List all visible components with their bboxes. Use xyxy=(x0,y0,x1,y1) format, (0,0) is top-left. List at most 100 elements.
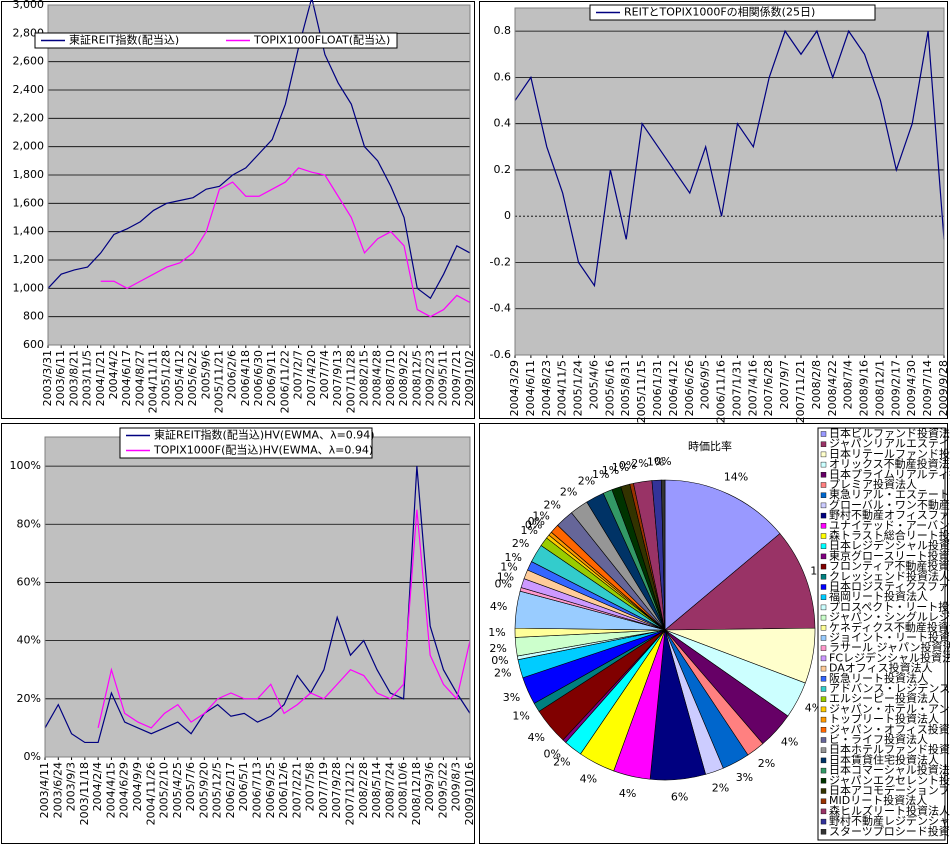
x-tick-label: 2009/2/17 xyxy=(889,360,902,416)
x-tick-label: 2006/11/22 xyxy=(278,350,291,413)
legend-swatch xyxy=(820,798,827,804)
x-tick-label: 2007/2/7 xyxy=(292,350,305,399)
y-tick-label: 3,000 xyxy=(13,0,45,11)
legend-label: 日本レジデンシャル投資法人 xyxy=(829,538,950,552)
x-tick-label: 2005/4/12 xyxy=(173,350,186,406)
x-tick-label: 2007/4/20 xyxy=(305,350,318,406)
x-tick-label: 2004/8/23 xyxy=(540,360,553,416)
legend-label: ジャパン・オフィス投資法人 xyxy=(829,722,950,736)
x-tick-label: 2007/2/21 xyxy=(290,762,303,818)
legend-label: ケネディクス不動産投資法人 xyxy=(829,620,950,634)
legend-label: 日本ロジスティクスファンド投資法人 xyxy=(829,579,950,593)
y-tick-label: 0 xyxy=(504,209,511,222)
slice-label: 4% xyxy=(528,731,545,744)
x-tick-label: 2009/8/3 xyxy=(450,762,463,811)
legend-swatch xyxy=(820,533,827,539)
x-tick-label: 2005/11/15 xyxy=(635,360,648,423)
legend-label: スターツプロシード投資法人 xyxy=(829,824,950,838)
y-tick-label: 0% xyxy=(24,750,41,763)
x-tick-label: 2009/3/6 xyxy=(423,762,436,811)
x-tick-label: 2006/9/11 xyxy=(265,350,278,406)
x-tick-label: 2008/5/14 xyxy=(370,762,383,818)
y-tick-label: 80% xyxy=(17,517,41,530)
legend-swatch xyxy=(820,818,827,825)
legend-label: 阪急リート投資法人 xyxy=(829,671,928,685)
x-tick-label: 2004/11/5 xyxy=(556,360,569,416)
legend-swatch xyxy=(820,635,827,641)
x-tick-label: 2006/1/31 xyxy=(651,360,664,416)
x-tick-label: 2006/11/16 xyxy=(715,360,728,423)
x-tick-label: 2005/1/28 xyxy=(160,350,173,406)
x-tick-label: 2004/6/29 xyxy=(118,762,131,818)
x-tick-label: 2006/12/6 xyxy=(277,762,290,818)
legend-label: 野村不動産オフィスファンド投資法人 xyxy=(829,508,950,522)
x-tick-label: 2006/9/5 xyxy=(699,360,712,409)
legend-label: トップリート投資法人 xyxy=(829,712,939,726)
x-tick-label: 2008/12/1 xyxy=(873,360,886,416)
x-tick-label: 2008/7/4 xyxy=(842,360,855,409)
y-tick-label: 2,400 xyxy=(13,83,45,96)
x-tick-label: 2006/2/6 xyxy=(226,350,239,399)
y-tick-label: 1,200 xyxy=(13,253,45,266)
legend-swatch xyxy=(820,543,827,549)
x-tick-label: 2009/7/21 xyxy=(450,350,463,406)
legend-swatch xyxy=(820,625,827,631)
x-tick-label: 2005/9/6 xyxy=(199,350,212,399)
x-tick-label: 2009/9/28 xyxy=(937,360,950,416)
x-tick-label: 2005/6/16 xyxy=(603,360,616,416)
x-tick-label: 2004/8/27 xyxy=(133,350,146,406)
y-tick-label: 100% xyxy=(10,459,41,472)
x-tick-label: 2006/6/30 xyxy=(252,350,265,406)
slice-label: 3% xyxy=(736,771,753,784)
x-tick-label: 2008/12/18 xyxy=(410,762,423,825)
x-tick-label: 2007/5/8 xyxy=(304,762,317,811)
y-tick-label: 1,000 xyxy=(13,281,45,294)
slice-label: 6% xyxy=(671,790,688,803)
x-tick-label: 2006/5/1 xyxy=(237,762,250,811)
x-tick-label: 2007/9/28 xyxy=(330,762,343,818)
legend-label: REITとTOPIX1000Fの相関係数(25日) xyxy=(624,6,815,19)
x-tick-label: 2005/11/21 xyxy=(212,350,225,413)
legend-label: 森ヒルズリート投資法人 xyxy=(829,803,950,817)
legend-swatch xyxy=(820,737,827,743)
legend-label: ユナイテッド・アーバン投資法人 xyxy=(829,518,950,532)
y-tick-label: 2,200 xyxy=(13,111,45,124)
legend-swatch xyxy=(820,665,827,672)
legend-label: ラサール ジャパン投資法人 xyxy=(829,640,950,654)
slice-label: 4% xyxy=(619,787,636,800)
slice-label: 2% xyxy=(712,782,729,795)
x-tick-label: 2005/4/6 xyxy=(587,360,600,409)
legend-box xyxy=(119,427,373,459)
legend-label: TOPIX1000FLOAT(配当込) xyxy=(253,33,390,47)
series-line xyxy=(100,167,471,318)
slice-label: 2% xyxy=(758,757,775,770)
y-tick-label: 20% xyxy=(17,692,41,705)
x-tick-label: 2008/12/5 xyxy=(410,350,423,406)
slice-label: 2% xyxy=(578,474,595,487)
legend-swatch xyxy=(820,492,827,498)
legend-swatch xyxy=(820,727,827,733)
x-tick-label: 2005/1/24 xyxy=(572,360,585,416)
plot-frame xyxy=(47,4,471,346)
x-tick-label: 2009/5/22 xyxy=(436,762,449,818)
legend-label: ジャパン・ホテル・アンド・リゾート投資法人 xyxy=(829,701,950,715)
legend-swatch xyxy=(820,553,827,560)
x-tick-label: 2008/9/22 xyxy=(397,350,410,406)
series-line xyxy=(514,29,945,288)
x-tick-label: 2008/10/6 xyxy=(397,762,410,818)
slice-label: 0% xyxy=(525,518,542,531)
slice-label: 0% xyxy=(619,459,636,472)
legend-label: TOPIX1000F(配当込)HV(EWMA、λ=0.94) xyxy=(153,443,373,457)
legend-label: ジャパンリアルエステイト投資法人 xyxy=(829,436,950,450)
x-tick-label: 2004/11/11 xyxy=(147,350,160,413)
legend-swatch xyxy=(820,502,827,509)
pie-slice xyxy=(660,479,666,631)
slice-label: 2% xyxy=(494,666,511,679)
x-tick-label: 2005/2/10 xyxy=(158,762,171,818)
x-tick-label: 2003/11/5 xyxy=(81,350,94,406)
x-tick-label: 2003/6/11 xyxy=(54,350,67,406)
legend-swatch xyxy=(820,482,827,488)
x-tick-label: 2007/11/21 xyxy=(794,360,807,423)
slice-label: 1% xyxy=(532,510,549,523)
y-tick-label: 2,000 xyxy=(13,140,45,153)
